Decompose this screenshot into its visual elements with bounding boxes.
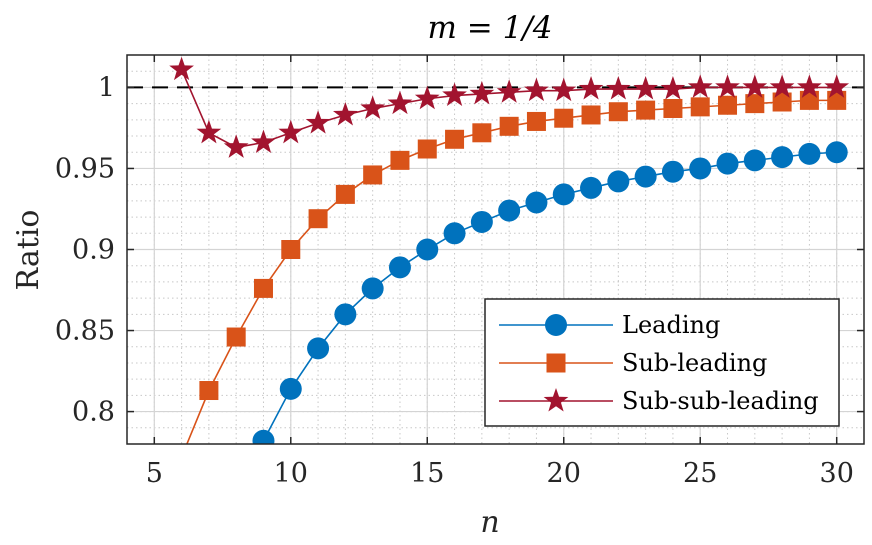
leading-marker	[470, 210, 493, 233]
sub-sub-leading-marker	[496, 79, 522, 103]
y-tick-label: 0.8	[72, 397, 115, 428]
y-tick-label: 0.9	[72, 235, 115, 266]
leading-marker	[771, 146, 794, 169]
leading-marker	[334, 303, 357, 326]
sub-leading-marker	[827, 90, 847, 110]
sub-leading-marker	[281, 240, 301, 259]
sub-sub-leading-marker	[715, 74, 740, 98]
y-tick-label: 0.85	[55, 316, 115, 347]
sub-sub-leading-marker	[578, 76, 604, 100]
sub-sub-leading-marker	[687, 74, 713, 98]
sub-sub-leading-marker	[524, 77, 549, 102]
sub-sub-leading-marker	[387, 90, 413, 115]
sub-leading-marker	[253, 278, 273, 298]
sub-leading-marker	[772, 92, 792, 112]
leading-marker	[307, 337, 330, 360]
leading-marker	[388, 256, 411, 279]
x-tick-label: 15	[410, 458, 444, 489]
sub-sub-leading-marker	[469, 80, 495, 105]
sub-leading-marker	[581, 105, 601, 125]
leading-marker	[661, 160, 684, 183]
sub-leading-marker	[199, 381, 219, 401]
x-tick-label: 5	[146, 458, 163, 489]
y-tick-label: 0.95	[55, 153, 115, 184]
leading-marker	[689, 157, 712, 180]
sub-sub-leading-marker	[742, 74, 768, 98]
leading-marker	[279, 377, 302, 400]
x-tick-label: 20	[547, 458, 581, 489]
leading-marker	[825, 141, 848, 164]
leading-marker	[361, 277, 384, 300]
sub-leading-marker	[554, 108, 574, 128]
x-axis: 5 10 15 20 25 30	[146, 55, 854, 489]
sub-sub-leading-series	[169, 56, 850, 158]
sub-sub-leading-marker	[605, 76, 631, 100]
leading-marker	[743, 149, 766, 172]
y-axis-title: Ratio	[11, 210, 46, 291]
leading-marker	[443, 222, 466, 245]
chart-title: m = 1/4	[428, 10, 553, 46]
sub-sub-leading-marker	[333, 101, 358, 126]
legend-leading-label: Leading	[622, 311, 720, 339]
sub-sub-leading-marker	[251, 129, 276, 154]
sub-sub-leading-marker	[797, 74, 822, 98]
sub-leading-marker	[636, 100, 656, 120]
sub-leading-marker	[390, 150, 410, 170]
sub-sub-leading-marker	[223, 134, 249, 158]
sub-leading-marker	[526, 111, 546, 131]
sub-leading-marker	[799, 90, 819, 110]
sub-leading-marker	[363, 165, 383, 185]
y-axis: 0.8 0.85 0.9 0.95 1	[55, 72, 864, 428]
sub-leading-marker	[308, 209, 328, 229]
legend-sub-leading-label: Sub-leading	[622, 349, 767, 377]
sub-sub-leading-marker	[169, 56, 194, 81]
sub-leading-marker	[335, 184, 355, 204]
sub-leading-marker	[417, 139, 437, 159]
x-axis-title: n	[480, 505, 499, 540]
leading-marker	[416, 238, 439, 261]
leading-marker	[798, 142, 821, 165]
sub-leading-marker	[472, 123, 492, 143]
x-tick-label: 10	[274, 458, 308, 489]
leading-marker	[716, 152, 739, 175]
leading-series	[252, 141, 848, 444]
sub-leading-marker	[663, 98, 683, 118]
legend-sub-leading-marker	[546, 353, 566, 373]
sub-leading-marker	[690, 97, 710, 117]
leading-marker	[552, 183, 575, 206]
sub-sub-leading-marker	[824, 74, 850, 98]
legend: Leading Sub-leading Sub-sub-leading	[484, 298, 840, 427]
leading-marker	[525, 191, 548, 214]
legend-leading-marker	[545, 314, 567, 336]
series-layer	[169, 56, 850, 444]
sub-sub-leading-marker	[278, 119, 304, 144]
sub-leading-marker	[445, 129, 465, 149]
sub-sub-leading-marker	[196, 119, 222, 144]
leading-marker	[607, 170, 630, 193]
legend-sub-sub-leading-marker	[543, 388, 569, 412]
sub-sub-leading-marker	[414, 85, 440, 110]
leading-marker	[580, 176, 603, 199]
sub-sub-leading-marker	[551, 77, 577, 102]
y-tick-label: 1	[98, 72, 115, 103]
sub-leading-marker	[499, 116, 519, 136]
legend-sub-sub-leading-label: Sub-sub-leading	[622, 387, 819, 415]
sub-leading-marker	[608, 102, 628, 122]
sub-leading-marker	[718, 95, 738, 115]
sub-leading-marker	[226, 327, 246, 347]
leading-marker	[252, 429, 275, 444]
sub-sub-leading-marker	[633, 76, 658, 100]
sub-leading-marker	[745, 94, 765, 114]
sub-sub-leading-marker	[305, 110, 331, 134]
sub-sub-leading-marker	[769, 74, 795, 98]
x-tick-label: 25	[683, 458, 717, 489]
leading-marker	[498, 199, 521, 222]
sub-sub-leading-marker	[660, 76, 686, 100]
leading-line	[262, 151, 837, 442]
leading-marker	[634, 165, 657, 188]
sub-sub-leading-marker	[360, 95, 386, 119]
x-tick-label: 30	[820, 458, 854, 489]
sub-sub-leading-marker	[442, 82, 467, 107]
